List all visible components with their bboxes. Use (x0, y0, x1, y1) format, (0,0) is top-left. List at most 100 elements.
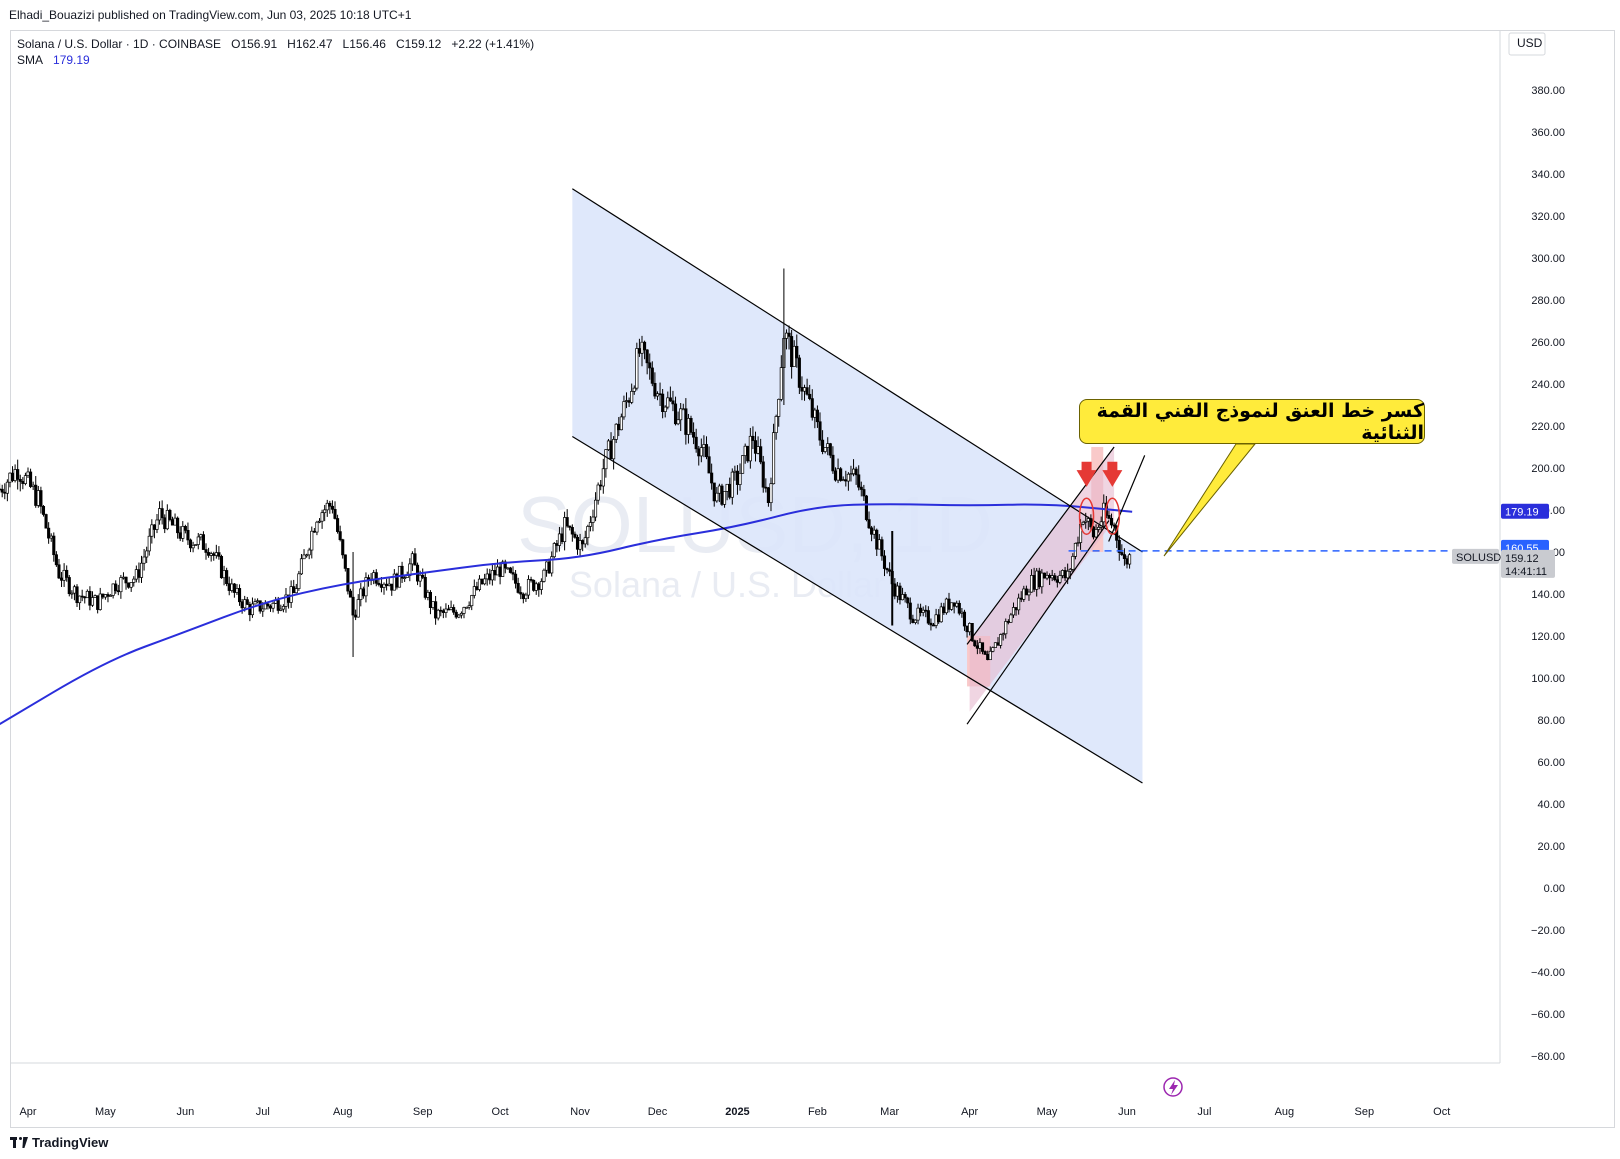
candle (942, 606, 946, 614)
y-tick-label: 80.00 (1537, 715, 1565, 727)
candle (514, 573, 518, 584)
candle (96, 595, 100, 610)
candle (1053, 575, 1057, 581)
candle (121, 576, 126, 579)
candle (555, 543, 559, 546)
last-price-badge: 159.12 (1505, 553, 1539, 565)
candle (764, 486, 768, 489)
symbol-title[interactable]: Solana / U.S. Dollar · 1D · COINBASE (17, 37, 222, 51)
candle (160, 508, 164, 519)
candle (129, 582, 133, 588)
y-tick-label: 60.00 (1537, 757, 1565, 769)
candle (748, 435, 752, 462)
candle (578, 540, 582, 550)
candle (343, 554, 347, 569)
candle (741, 455, 745, 474)
candle (800, 387, 804, 392)
tradingview-logo-icon (10, 1137, 28, 1148)
open-label: O (231, 37, 241, 51)
candle (560, 533, 564, 543)
candle (23, 475, 27, 484)
y-tick-label: 360.00 (1531, 127, 1565, 139)
candle (361, 588, 365, 597)
candle (841, 479, 845, 482)
candle (78, 595, 82, 604)
candle (694, 436, 698, 450)
candle (421, 574, 425, 578)
candle (98, 593, 102, 610)
candle (194, 544, 198, 546)
candle (839, 468, 843, 481)
candle (828, 443, 832, 456)
candle (1032, 575, 1036, 590)
candle (774, 416, 778, 434)
candle (222, 570, 226, 579)
candle (738, 472, 742, 485)
candle (323, 509, 327, 514)
y-tick-label: 200.00 (1531, 463, 1565, 475)
candle (315, 521, 319, 533)
candle (715, 492, 719, 502)
candle (39, 490, 43, 507)
candle (867, 519, 871, 529)
candle (547, 561, 551, 574)
candle (256, 600, 260, 603)
candle (462, 607, 466, 614)
candle (991, 647, 995, 652)
candle (209, 553, 213, 556)
candle (245, 599, 249, 605)
candle (124, 576, 128, 584)
candle (29, 471, 33, 487)
candle (537, 583, 541, 590)
candle (769, 483, 773, 504)
candle (57, 564, 61, 579)
candle (1107, 515, 1111, 519)
candle (67, 577, 71, 595)
candle (423, 576, 427, 598)
candle (916, 607, 920, 621)
candle (382, 583, 386, 588)
candle (212, 553, 216, 556)
candle (728, 483, 732, 498)
x-tick-label: Aug (333, 1106, 353, 1118)
candle (1058, 575, 1062, 583)
candle (952, 602, 956, 607)
candle (931, 624, 936, 627)
x-tick-label: Sep (1355, 1106, 1375, 1118)
sma-price-badge: 179.19 (1505, 507, 1539, 519)
candle (581, 540, 585, 545)
candle (403, 577, 407, 579)
candle (134, 569, 138, 580)
candle (34, 484, 38, 506)
candle (258, 600, 262, 612)
candle (1068, 568, 1072, 572)
candle (232, 583, 236, 593)
candle (168, 509, 172, 520)
candle (895, 585, 899, 597)
candle (434, 601, 438, 619)
candle (204, 549, 208, 553)
candle (250, 603, 254, 616)
candle (207, 552, 211, 556)
published-line: Elhadi_Bouazizi published on TradingView… (9, 8, 412, 22)
candle (338, 531, 342, 541)
candle (519, 592, 523, 595)
candle (59, 577, 64, 581)
candle (919, 607, 923, 613)
x-tick-label: Apr (961, 1106, 978, 1118)
candle (72, 586, 76, 594)
candle (243, 599, 247, 609)
low-label: L (342, 37, 350, 51)
candle (320, 512, 324, 522)
sma-label[interactable]: SMA (17, 53, 44, 67)
candle (937, 614, 941, 623)
candle (498, 566, 502, 577)
x-tick-label: Feb (808, 1106, 827, 1118)
candle (201, 534, 205, 550)
candle (624, 400, 629, 402)
candle (1029, 575, 1034, 593)
candle (444, 608, 448, 613)
candle (993, 642, 997, 648)
candle (975, 645, 979, 649)
